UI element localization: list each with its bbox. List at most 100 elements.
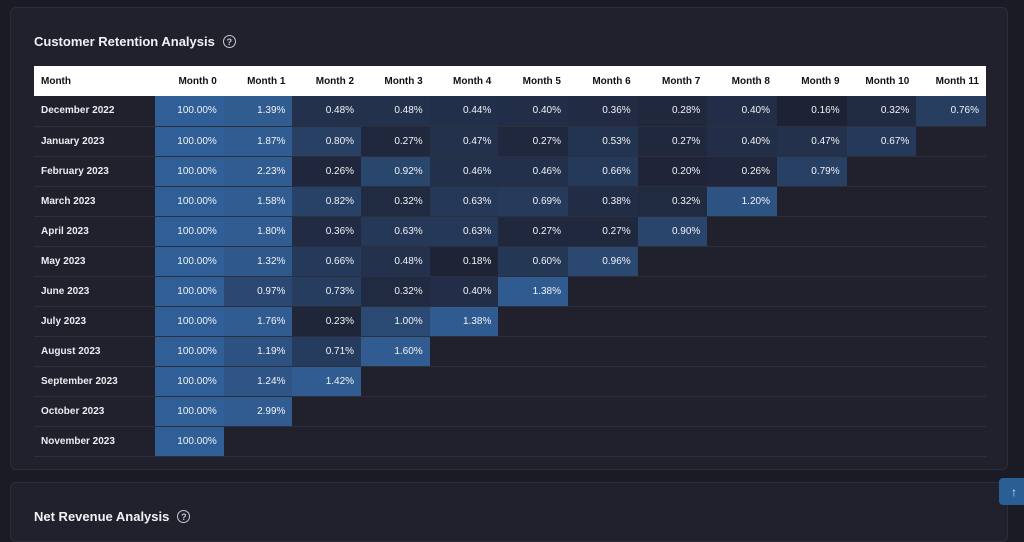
- retention-cell: 0.80%: [292, 126, 362, 157]
- cohort-label: November 2023: [34, 426, 156, 457]
- empty-cell: [637, 306, 708, 337]
- empty-cell: [916, 216, 986, 247]
- column-header-month-0: Month 0: [155, 66, 224, 96]
- retention-cell: 0.40%: [429, 276, 499, 307]
- retention-cell: 100.00%: [155, 276, 224, 307]
- table-row: January 2023 100.00% 1.87% 0.80% 0.27% 0.47% 0…: [34, 126, 986, 157]
- cohort-label: September 2023: [34, 366, 156, 397]
- empty-cell: [292, 426, 362, 457]
- retention-cell: 0.63%: [361, 216, 430, 247]
- table-row: August 2023 100.00% 1.19% 0.71% 1.60%: [34, 336, 986, 367]
- empty-cell: [637, 276, 708, 307]
- retention-cell: 0.76%: [916, 96, 986, 127]
- cohort-label: July 2023: [34, 306, 156, 337]
- empty-cell: [498, 396, 568, 427]
- retention-cell: 0.92%: [361, 156, 430, 187]
- empty-cell: [916, 426, 986, 457]
- retention-cell: 1.38%: [498, 276, 568, 307]
- empty-cell: [776, 216, 847, 247]
- empty-cell: [707, 306, 777, 337]
- retention-cell: 0.97%: [223, 276, 293, 307]
- retention-cell: 1.39%: [223, 96, 293, 127]
- help-icon[interactable]: ?: [177, 510, 191, 523]
- empty-cell: [429, 426, 499, 457]
- empty-cell: [916, 306, 986, 337]
- help-icon[interactable]: ?: [222, 35, 236, 48]
- retention-cell: 0.32%: [361, 276, 430, 307]
- table-row: November 2023 100.00%: [34, 426, 986, 457]
- retention-cell: 0.82%: [292, 186, 362, 217]
- empty-cell: [776, 396, 847, 427]
- retention-cell: 1.42%: [292, 366, 362, 397]
- column-header-month-7: Month 7: [637, 66, 708, 96]
- empty-cell: [568, 276, 638, 307]
- retention-cell: 2.23%: [223, 156, 293, 187]
- empty-cell: [568, 306, 638, 337]
- retention-cell: 0.79%: [776, 156, 847, 187]
- retention-cell: 0.67%: [846, 126, 917, 157]
- retention-cell: 0.40%: [498, 96, 568, 127]
- retention-cell: 0.48%: [361, 246, 430, 277]
- empty-cell: [776, 186, 847, 217]
- cohort-label: June 2023: [34, 276, 156, 307]
- retention-cell: 1.20%: [707, 186, 777, 217]
- retention-cell: 0.27%: [361, 126, 430, 157]
- column-header-month-6: Month 6: [568, 66, 638, 96]
- retention-cell: 1.00%: [361, 306, 430, 337]
- empty-cell: [361, 366, 430, 397]
- retention-cell: 0.90%: [637, 216, 708, 247]
- empty-cell: [846, 246, 917, 277]
- empty-cell: [707, 396, 777, 427]
- column-header-month-11: Month 11: [916, 66, 986, 96]
- retention-cell: 0.46%: [429, 156, 499, 187]
- empty-cell: [916, 126, 986, 157]
- cohort-label: February 2023: [34, 156, 156, 187]
- cohort-label: April 2023: [34, 216, 156, 247]
- column-header-month-3: Month 3: [361, 66, 430, 96]
- empty-cell: [846, 306, 917, 337]
- empty-cell: [637, 246, 708, 277]
- net-revenue-title-text: Net Revenue Analysis: [34, 509, 170, 524]
- scroll-to-top-button[interactable]: ↑: [999, 478, 1024, 505]
- empty-cell: [498, 366, 568, 397]
- retention-cell: 1.58%: [223, 186, 293, 217]
- retention-title: Customer Retention Analysis ?: [34, 34, 236, 49]
- retention-cell: 1.24%: [223, 366, 293, 397]
- retention-cell: 1.38%: [429, 306, 499, 337]
- empty-cell: [223, 426, 293, 457]
- cohort-label: March 2023: [34, 186, 156, 217]
- empty-cell: [429, 366, 499, 397]
- retention-cell: 100.00%: [155, 96, 224, 127]
- retention-cell: 0.60%: [498, 246, 568, 277]
- empty-cell: [776, 246, 847, 277]
- retention-cell: 100.00%: [155, 426, 224, 457]
- retention-cell: 0.27%: [637, 126, 708, 157]
- retention-cell: 1.32%: [223, 246, 293, 277]
- retention-cell: 0.47%: [776, 126, 847, 157]
- empty-cell: [776, 306, 847, 337]
- retention-cell: 100.00%: [155, 156, 224, 187]
- retention-cell: 1.60%: [361, 336, 430, 367]
- retention-cell: 100.00%: [155, 216, 224, 247]
- empty-cell: [429, 336, 499, 367]
- retention-cell: 1.80%: [223, 216, 293, 247]
- retention-cell: 0.38%: [568, 186, 638, 217]
- retention-title-text: Customer Retention Analysis: [34, 34, 215, 49]
- retention-cell: 0.47%: [429, 126, 499, 157]
- empty-cell: [707, 426, 777, 457]
- retention-cell: 100.00%: [155, 306, 224, 337]
- retention-cell: 0.36%: [292, 216, 362, 247]
- empty-cell: [846, 276, 917, 307]
- empty-cell: [776, 336, 847, 367]
- table-row: September 2023 100.00% 1.24% 1.42%: [34, 366, 986, 397]
- retention-cell: 100.00%: [155, 126, 224, 157]
- column-header-month-2: Month 2: [292, 66, 362, 96]
- empty-cell: [292, 396, 362, 427]
- empty-cell: [846, 426, 917, 457]
- empty-cell: [707, 276, 777, 307]
- empty-cell: [776, 366, 847, 397]
- column-header-month-4: Month 4: [429, 66, 499, 96]
- empty-cell: [916, 276, 986, 307]
- net-revenue-title: Net Revenue Analysis ?: [34, 509, 191, 524]
- retention-cell: 0.32%: [637, 186, 708, 217]
